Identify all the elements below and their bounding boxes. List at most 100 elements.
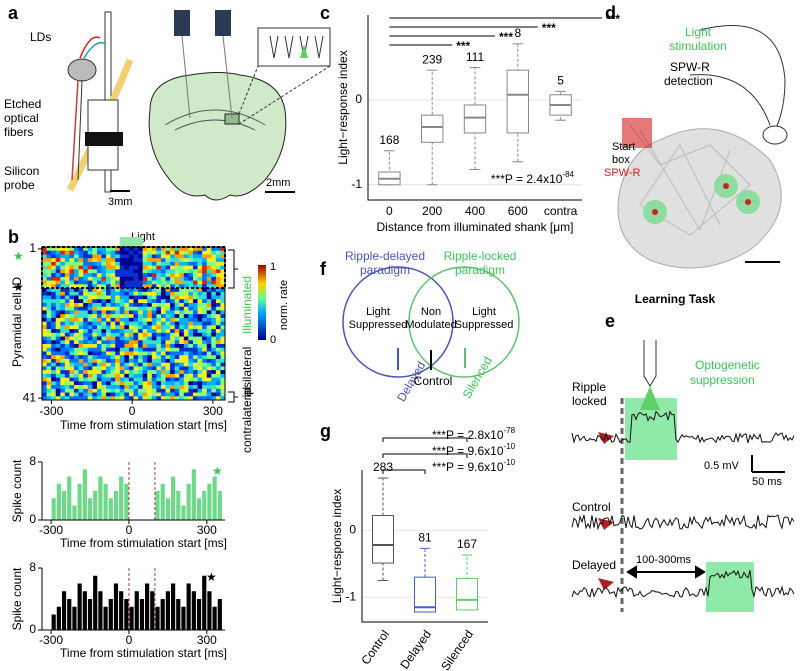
heatmap-cell xyxy=(215,358,221,363)
heatmap-cell xyxy=(170,250,175,255)
heatmap-cell xyxy=(174,340,180,345)
heatmap-cell xyxy=(87,250,93,255)
heatmap-cell xyxy=(138,325,143,330)
heatmap-cell xyxy=(197,302,203,308)
heatmap-cell xyxy=(115,388,121,393)
heatmap-cell xyxy=(202,362,207,367)
heatmap-cell xyxy=(174,276,180,281)
heatmap-cell xyxy=(51,314,57,319)
heatmap-cell xyxy=(78,276,84,281)
heatmap-cell xyxy=(87,392,93,397)
heatmap-cell xyxy=(202,385,207,390)
heatmap-cell xyxy=(87,325,93,330)
heatmap-cell xyxy=(197,306,203,311)
heatmap-cell xyxy=(119,385,125,390)
heatmap-cell xyxy=(87,370,93,375)
heatmap-cell xyxy=(174,269,180,274)
heatmap-cell xyxy=(215,385,221,390)
heatmap-cell xyxy=(128,325,134,330)
heatmap-cell xyxy=(78,344,84,349)
heatmap-cell xyxy=(170,306,175,311)
heatmap-cell xyxy=(119,388,125,393)
heatmap-cell xyxy=(206,276,212,281)
heatmap-cell xyxy=(147,288,153,293)
label: Light xyxy=(685,25,712,39)
x-tick-label: 0 xyxy=(126,523,133,537)
heatmap-cell xyxy=(151,261,157,266)
group-label: Illuminated xyxy=(240,276,254,334)
panel-label: f xyxy=(320,259,327,279)
heatmap-cell xyxy=(133,295,139,300)
heatmap-cell xyxy=(46,366,52,371)
heatmap-cell xyxy=(220,340,226,345)
heatmap-cell xyxy=(46,276,52,281)
heatmap-cell xyxy=(151,377,157,382)
heatmap-cell xyxy=(142,340,148,345)
bar xyxy=(119,591,124,630)
heatmap-cell xyxy=(128,381,134,386)
heatmap-cell xyxy=(179,265,185,270)
heatmap-cell xyxy=(46,336,52,341)
heatmap-cell xyxy=(51,291,57,296)
heatmap-cell xyxy=(51,358,57,363)
heatmap-cell xyxy=(220,344,226,349)
bar xyxy=(113,583,119,630)
heatmap-cell xyxy=(165,302,171,308)
heatmap-cell xyxy=(101,336,107,341)
heatmap-cell xyxy=(119,254,125,259)
bar xyxy=(191,591,196,630)
heatmap-cell xyxy=(92,351,98,356)
bar xyxy=(98,591,103,630)
panel-label: a xyxy=(8,3,19,23)
heatmap-cell xyxy=(160,392,166,397)
heatmap-cell xyxy=(215,325,221,330)
heatmap-cell xyxy=(42,310,47,315)
heatmap-cell xyxy=(147,366,153,371)
heatmap-cell xyxy=(160,325,166,330)
heatmap-cell xyxy=(46,288,52,293)
heatmap-cell xyxy=(151,280,157,285)
heatmap-cell xyxy=(142,396,148,401)
heatmap-cell xyxy=(74,258,79,263)
label: optical xyxy=(4,111,39,125)
heatmap-cell xyxy=(55,291,61,296)
bar xyxy=(56,483,61,520)
heatmap-cell xyxy=(151,358,157,363)
heatmap-cell xyxy=(74,336,79,341)
heatmap-cell xyxy=(165,265,171,270)
heatmap-cell xyxy=(46,273,52,278)
heatmap-cell xyxy=(179,288,185,293)
heatmap-cell xyxy=(179,269,185,274)
heatmap-cell xyxy=(179,250,185,255)
heatmap-cell xyxy=(142,370,148,375)
heatmap-cell xyxy=(183,385,189,390)
heatmap-cell xyxy=(192,258,198,263)
heatmap-cell xyxy=(188,269,194,274)
heatmap-cell xyxy=(192,247,198,252)
heatmap-cell xyxy=(188,258,194,263)
heatmap-cell xyxy=(174,377,180,382)
heatmap-cell xyxy=(51,381,57,386)
heatmap-cell xyxy=(202,355,207,360)
heatmap-cell xyxy=(179,358,185,363)
heatmap-cell xyxy=(133,321,139,326)
heatmap-cell xyxy=(78,258,84,263)
heatmap-cell xyxy=(188,273,194,278)
x-tick-label: 300 xyxy=(203,404,223,418)
heatmap-cell xyxy=(83,336,89,341)
heatmap-cell xyxy=(87,261,93,266)
heatmap-cell xyxy=(78,284,84,289)
heatmap-cell xyxy=(78,388,84,393)
heatmap-cell xyxy=(42,273,47,278)
heatmap-cell xyxy=(174,358,180,363)
heatmap-cell xyxy=(119,317,125,322)
heatmap-cell xyxy=(192,370,198,375)
heatmap-cell xyxy=(220,332,226,337)
heatmap-cell xyxy=(174,385,180,390)
heatmap-cell xyxy=(55,396,61,401)
heatmap-cell xyxy=(74,291,79,296)
heatmap-cell xyxy=(42,280,47,285)
heatmap-cell xyxy=(192,306,198,311)
heatmap-cell xyxy=(188,276,194,281)
heatmap-cell xyxy=(119,314,125,319)
